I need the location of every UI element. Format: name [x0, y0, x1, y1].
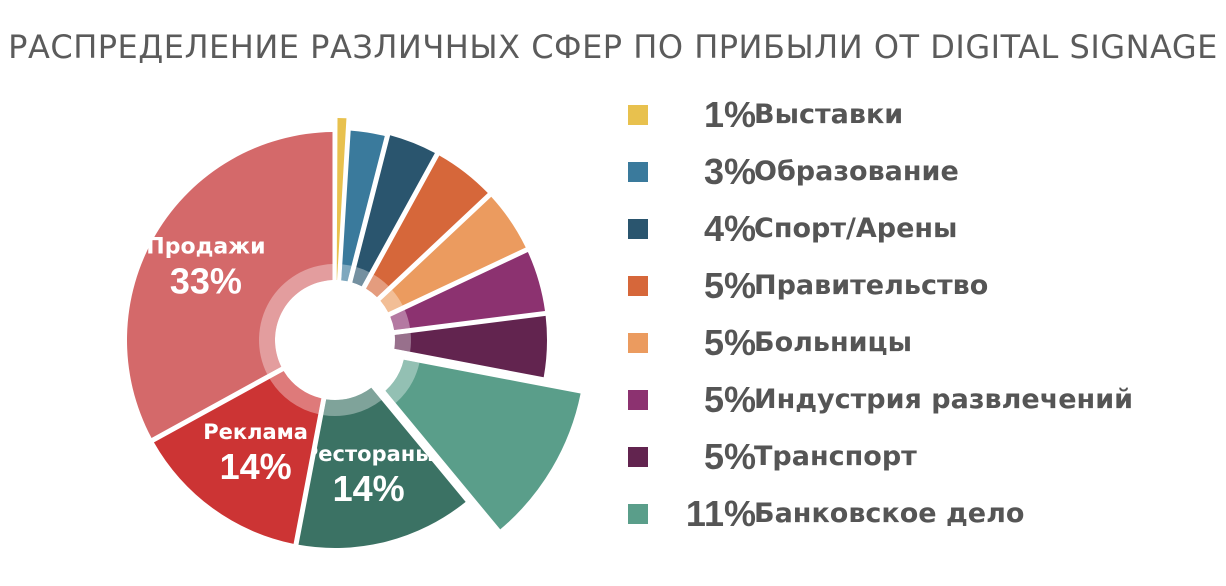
slice-halo-транспорт — [394, 332, 411, 352]
legend-percent: 5% — [703, 379, 756, 420]
slice-halo-образование — [341, 264, 352, 282]
legend-percent: 11% — [685, 493, 756, 534]
slice-правительство — [366, 155, 488, 298]
slice-реклама — [153, 371, 322, 544]
legend-percent: 5% — [703, 322, 756, 363]
slice-value-label: 14% — [333, 468, 405, 509]
legend-item-транспорт: 5% Транспорт — [628, 437, 1218, 477]
slice-halo-правительство — [366, 274, 389, 298]
legend-item-выставки: 1% Выставки — [628, 95, 1218, 135]
legend-item-больницы: 5% Больницы — [628, 323, 1218, 363]
slice-name-label: Реклама — [203, 420, 308, 444]
slice-halo-рестораны — [323, 387, 382, 416]
slice-value-label: 33% — [170, 261, 242, 302]
legend-percent: 5% — [703, 265, 756, 306]
slice-halo-спорт-арены — [352, 267, 370, 287]
legend-label: Индустрия развлечений — [754, 384, 1134, 415]
legend-swatch — [628, 333, 648, 353]
legend-swatch — [628, 390, 648, 410]
slice-halo-индустрия-развлечений — [390, 309, 411, 331]
slice-name-label: Продажи — [146, 235, 265, 260]
legend-item-банковское-дело: 11% Банковское дело — [628, 494, 1218, 534]
legend-label: Спорт/Арены — [754, 213, 958, 244]
legend-swatch — [628, 105, 648, 125]
slice-halo-выставки — [336, 264, 338, 281]
slice-halo-банковское-дело — [385, 359, 420, 404]
slice-выставки — [336, 118, 347, 281]
legend-swatch — [628, 162, 648, 182]
slice-больницы — [380, 196, 526, 313]
legend-percent: 4% — [703, 208, 756, 249]
slice-halo-реклама — [269, 371, 322, 415]
legend-swatch — [628, 504, 648, 524]
legend-label: Транспорт — [754, 441, 917, 472]
legend-item-образование: 3% Образование — [628, 152, 1218, 192]
legend-percent: 5% — [703, 436, 756, 477]
legend-swatch — [628, 447, 648, 467]
legend-swatch — [628, 276, 648, 296]
chart-title: РАСПРЕДЕЛЕНИЕ РАЗЛИЧНЫХ СФЕР ПО ПРИБЫЛИ … — [8, 28, 1218, 66]
legend-label: Выставки — [754, 99, 904, 130]
slice-банковское-дело — [385, 359, 581, 530]
slice-name-label: Рестораны — [303, 442, 434, 466]
legend-item-правительство: 5% Правительство — [628, 266, 1218, 306]
slice-рестораны — [298, 387, 466, 549]
legend-label: Правительство — [754, 270, 989, 301]
legend-item-индустрия-развлечений: 5% Индустрия развлечений — [628, 380, 1218, 420]
legend-percent: 1% — [703, 94, 756, 135]
slice-транспорт — [394, 315, 548, 378]
legend-label: Банковское дело — [754, 498, 1025, 529]
slice-индустрия-развлечений — [390, 252, 545, 331]
slice-value-label: 14% — [220, 446, 292, 487]
slice-halo-продажи — [258, 264, 333, 375]
slice-продажи — [127, 132, 333, 439]
legend-percent: 3% — [703, 151, 756, 192]
legend-swatch — [628, 219, 648, 239]
legend-label: Больницы — [754, 327, 912, 358]
slice-образование — [341, 130, 385, 282]
slice-спорт-арены — [352, 135, 435, 287]
legend-item-спорт-арены: 4% Спорт/Арены — [628, 209, 1218, 249]
slice-halo-больницы — [380, 289, 403, 313]
legend-label: Образование — [754, 156, 959, 187]
